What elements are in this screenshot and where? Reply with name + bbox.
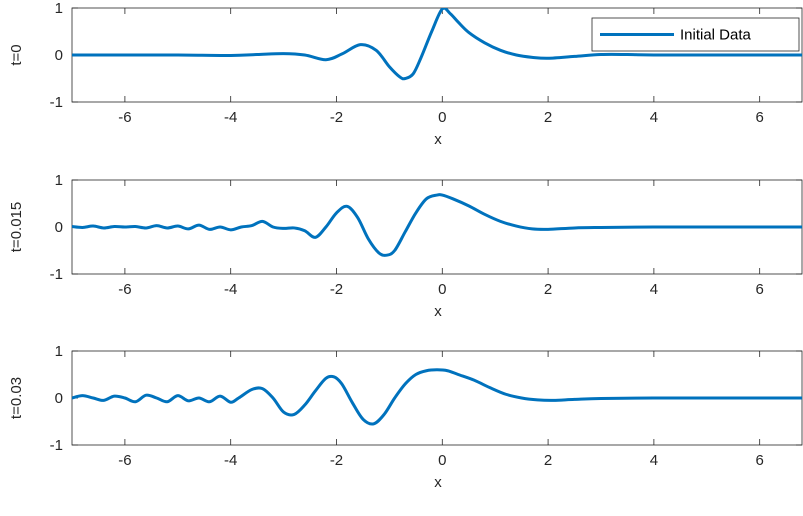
y-tick-label: 0 xyxy=(55,47,63,64)
y-tick-label: 0 xyxy=(55,219,63,236)
x-axis-label: x xyxy=(434,303,442,320)
y-tick-label: -1 xyxy=(50,266,63,283)
y-tick-label: 0 xyxy=(55,390,63,407)
x-tick-label: 4 xyxy=(650,281,658,298)
series-line xyxy=(72,368,802,426)
x-tick-label: -6 xyxy=(118,452,131,469)
series-line xyxy=(72,8,802,81)
x-tick-label: -6 xyxy=(118,281,131,298)
x-axis-label: x xyxy=(434,474,442,491)
x-tick-label: -4 xyxy=(224,452,237,469)
y-tick-label: -1 xyxy=(50,437,63,454)
x-tick-label: 0 xyxy=(438,109,446,126)
x-tick-label: -2 xyxy=(330,109,343,126)
legend: Initial Data xyxy=(591,17,800,52)
series-line xyxy=(72,193,802,257)
x-tick-label: 4 xyxy=(650,109,658,126)
x-tick-label: 4 xyxy=(650,452,658,469)
y-tick-label: 1 xyxy=(55,0,63,17)
x-tick-label: 6 xyxy=(756,109,764,126)
x-tick-label: 2 xyxy=(544,452,552,469)
x-tick-label: -6 xyxy=(118,109,131,126)
x-tick-label: -2 xyxy=(330,452,343,469)
y-tick-label: 1 xyxy=(55,172,63,189)
y-axis-label: t=0.03 xyxy=(8,377,25,419)
x-tick-label: 0 xyxy=(438,281,446,298)
x-tick-label: 6 xyxy=(756,281,764,298)
y-tick-label: -1 xyxy=(50,94,63,111)
x-tick-label: -4 xyxy=(224,281,237,298)
x-tick-label: 2 xyxy=(544,109,552,126)
x-tick-label: 6 xyxy=(756,452,764,469)
legend-label: Initial Data xyxy=(680,27,752,44)
y-axis-label: t=0 xyxy=(8,44,25,65)
x-tick-label: -4 xyxy=(224,109,237,126)
y-axis-label: t=0.015 xyxy=(8,202,25,252)
subplot-t0: -6 -4 -2 0 2 4 6 -1 0 1 x t=0 Initial Data xyxy=(8,0,803,148)
x-tick-label: -2 xyxy=(330,281,343,298)
x-axis-label: x xyxy=(434,131,442,148)
subplot-t0-03: -6 -4 -2 0 2 4 6 -1 0 1 x t=0.03 xyxy=(8,343,803,491)
x-tick-label: 0 xyxy=(438,452,446,469)
y-tick-label: 1 xyxy=(55,343,63,360)
subplot-t0-015: -6 -4 -2 0 2 4 6 -1 0 1 x t=0.015 xyxy=(8,172,803,320)
x-tick-label: 2 xyxy=(544,281,552,298)
